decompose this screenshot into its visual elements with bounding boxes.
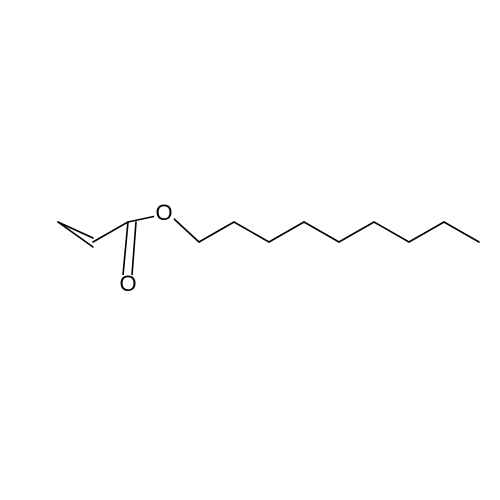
- bond: [409, 222, 444, 242]
- bond: [339, 222, 374, 242]
- bond: [132, 222, 136, 275]
- bond: [58, 222, 93, 247]
- bond: [173, 218, 199, 242]
- bond: [444, 222, 479, 242]
- bond: [374, 222, 409, 242]
- bond: [93, 222, 128, 242]
- atom-label-O1: O: [119, 271, 136, 296]
- bond: [123, 222, 128, 275]
- atom-label-O2: O: [155, 200, 172, 225]
- molecule-diagram: OO: [0, 0, 500, 500]
- bond: [304, 222, 339, 242]
- bond: [128, 216, 156, 222]
- bond: [234, 222, 269, 242]
- bond: [269, 222, 304, 242]
- bond: [58, 222, 93, 238]
- bond: [199, 222, 234, 242]
